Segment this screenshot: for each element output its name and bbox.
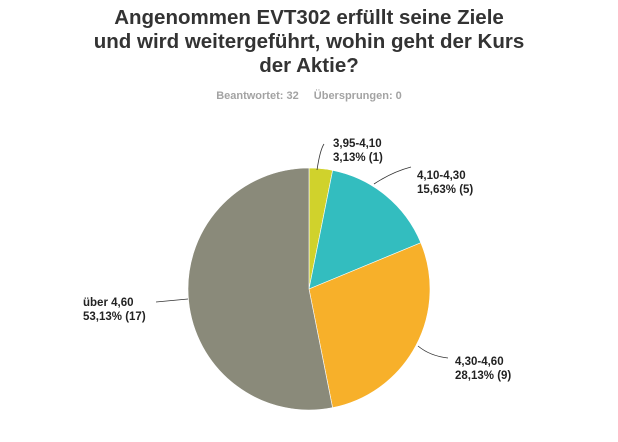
- slice-label-ueber-4-60: über 4,60 53,13% (17): [83, 296, 146, 324]
- answered-count: Beantwortet: 32: [216, 90, 299, 102]
- label-value: 53,13% (17): [83, 311, 146, 323]
- title-line-1: Angenommen EVT302 erfüllt seine Ziele: [114, 6, 504, 29]
- leader-lines: [155, 143, 449, 359]
- slice-label-4-30-4-60: 4,30-4,60 28,13% (9): [455, 355, 511, 383]
- response-stats: Beantwortet: 32 Übersprungen: 0: [0, 90, 618, 102]
- label-name: 4,30-4,60: [455, 356, 504, 368]
- label-name: 3,95-4,10: [333, 138, 382, 150]
- slice-label-4-10-4-30: 4,10-4,30 15,63% (5): [417, 169, 473, 197]
- pie-slices: [187, 167, 431, 411]
- label-value: 28,13% (9): [455, 370, 512, 382]
- title-line-3: der Aktie?: [259, 54, 359, 77]
- label-value: 3,13% (1): [333, 152, 383, 164]
- label-value: 15,63% (5): [417, 184, 474, 196]
- skipped-count: Übersprungen: 0: [313, 90, 402, 102]
- pie-slice-2: [308, 242, 431, 409]
- label-name: über 4,60: [83, 297, 134, 309]
- title-line-2: und wird weitergeführt, wohin geht der K…: [93, 30, 525, 53]
- label-name: 4,10-4,30: [417, 170, 466, 182]
- pie-slice-3: [187, 167, 333, 411]
- chart-title: Angenommen EVT302 erfüllt seine Ziele un…: [0, 6, 618, 78]
- pie-slice-1: [308, 169, 422, 290]
- slice-label-3-95-4-10: 3,95-4,10 3,13% (1): [333, 137, 383, 165]
